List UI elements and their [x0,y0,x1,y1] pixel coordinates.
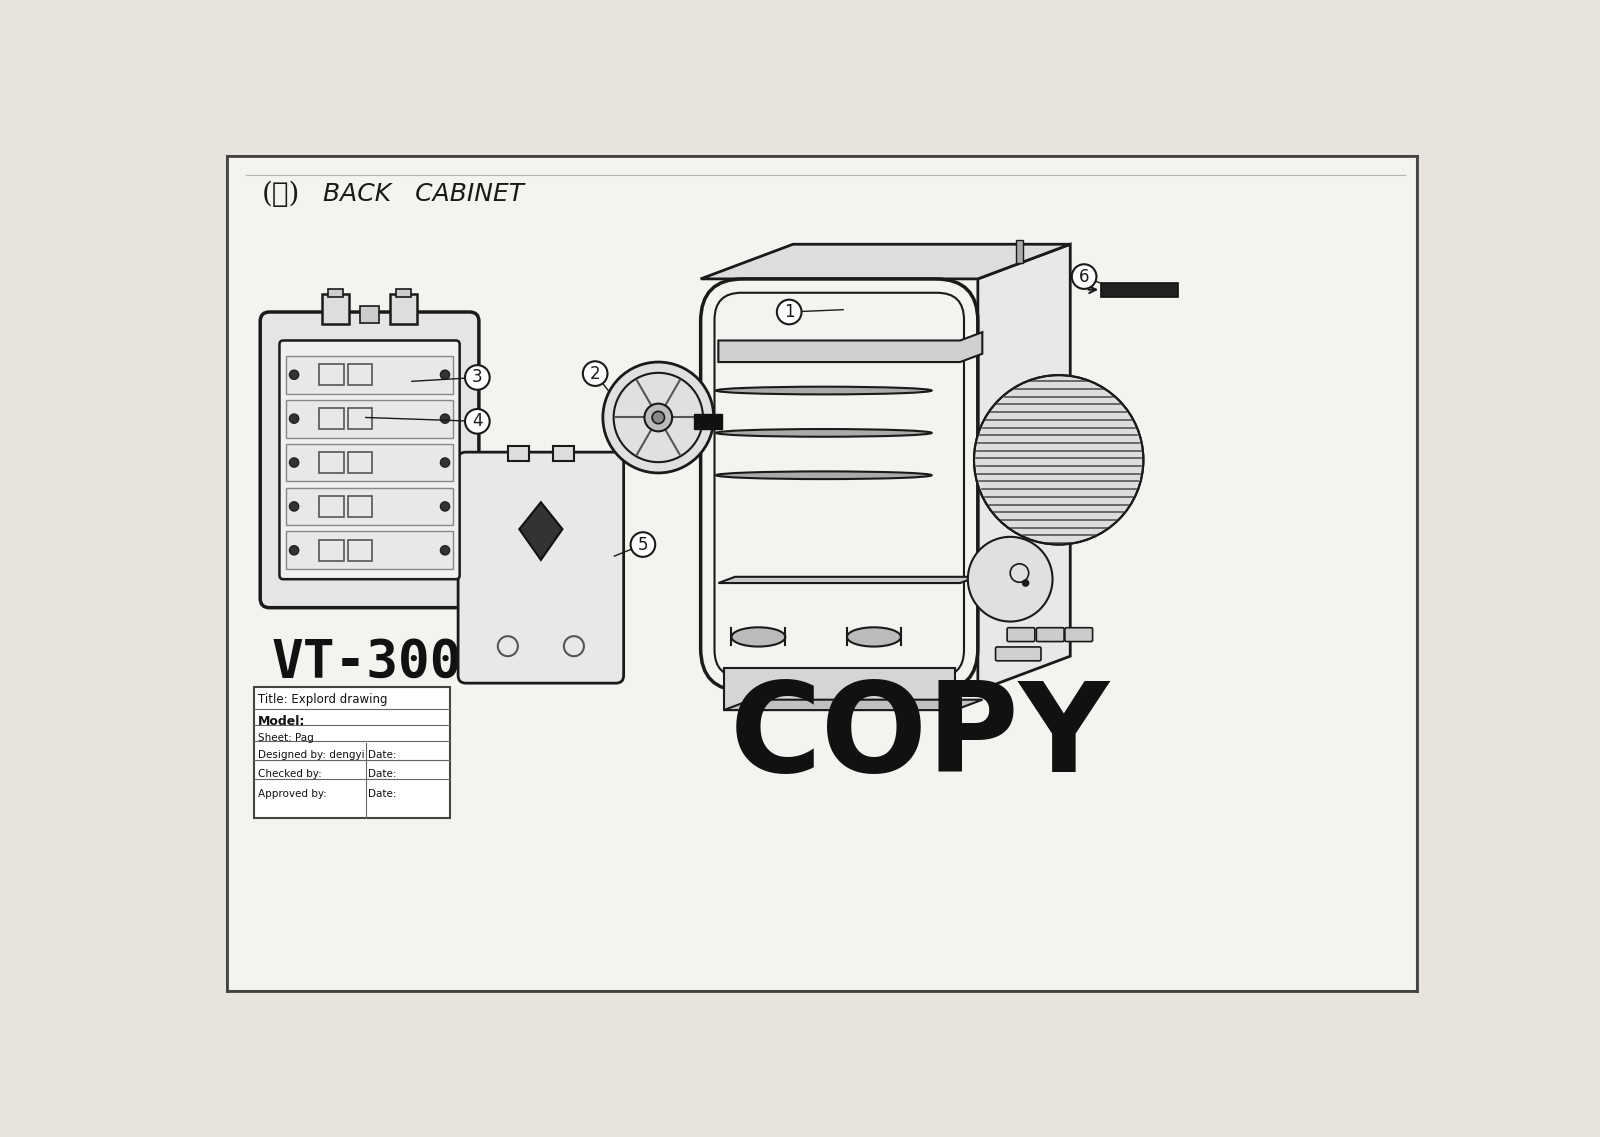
Text: Designed by: dengyi: Designed by: dengyi [258,750,365,761]
Polygon shape [723,667,955,711]
Bar [1016,240,1022,264]
FancyBboxPatch shape [261,312,478,607]
FancyBboxPatch shape [280,340,459,579]
Circle shape [290,458,299,467]
Circle shape [466,365,490,390]
Bar [318,453,344,473]
FancyBboxPatch shape [1037,628,1064,641]
Bar [322,294,349,324]
FancyBboxPatch shape [1006,628,1035,641]
Ellipse shape [717,472,931,479]
Text: Checked by:: Checked by: [258,770,322,779]
Circle shape [440,371,450,380]
Text: 2: 2 [590,365,600,382]
Bar [318,496,344,516]
Text: Date:: Date: [368,789,397,798]
Text: 3: 3 [472,368,483,387]
Bar [390,294,418,324]
Bar [318,408,344,429]
Circle shape [778,300,802,324]
Circle shape [440,458,450,467]
Ellipse shape [731,628,786,647]
Polygon shape [520,503,563,559]
Bar [318,364,344,385]
Circle shape [466,409,490,433]
Bar [286,443,453,481]
Text: 1: 1 [784,302,795,321]
Circle shape [290,414,299,423]
Bar [360,306,379,323]
Polygon shape [718,576,976,583]
Bar [347,408,373,429]
Text: Title: Explord drawing: Title: Explord drawing [258,694,387,706]
Text: 5: 5 [638,536,648,554]
Circle shape [440,414,450,423]
Bar [286,488,453,525]
FancyBboxPatch shape [995,647,1042,661]
Bar [318,540,344,561]
Ellipse shape [846,628,901,647]
Ellipse shape [717,429,931,437]
Bar [347,453,373,473]
Text: COPY: COPY [730,677,1110,797]
Bar [347,364,373,385]
Circle shape [645,404,672,431]
Text: Sheet: Pag: Sheet: Pag [258,733,314,744]
Bar [507,446,530,462]
Ellipse shape [717,387,931,395]
Circle shape [1022,580,1029,586]
Circle shape [630,532,656,557]
Bar [286,356,453,393]
Bar [347,540,373,561]
Circle shape [653,412,664,424]
Polygon shape [718,332,982,362]
Bar [1101,283,1178,297]
FancyBboxPatch shape [458,453,624,683]
Circle shape [440,501,450,511]
Text: Model:: Model: [258,715,306,728]
Text: Date:: Date: [368,770,397,779]
Bar [328,289,344,297]
Bar [286,400,453,438]
Bar [395,289,411,297]
Circle shape [603,362,714,473]
Bar [552,446,574,462]
Circle shape [440,546,450,555]
Circle shape [290,546,299,555]
Circle shape [290,371,299,380]
Bar [254,687,451,818]
Bar [286,531,453,570]
FancyBboxPatch shape [1066,628,1093,641]
Text: 6: 6 [1078,267,1090,285]
Circle shape [1072,264,1096,289]
Circle shape [290,501,299,511]
Polygon shape [227,156,1416,991]
Text: Date:: Date: [368,750,397,761]
Circle shape [582,362,608,385]
Bar [347,496,373,516]
Text: BACK   CABINET: BACK CABINET [323,182,525,206]
Polygon shape [694,414,722,429]
Text: Approved by:: Approved by: [258,789,326,798]
Text: 4: 4 [472,413,483,430]
Text: (二): (二) [262,181,301,208]
Text: VT-3006: VT-3006 [272,637,494,689]
Polygon shape [701,244,1070,279]
Circle shape [968,537,1053,622]
Circle shape [974,375,1144,545]
Polygon shape [978,244,1070,691]
Polygon shape [723,699,982,711]
